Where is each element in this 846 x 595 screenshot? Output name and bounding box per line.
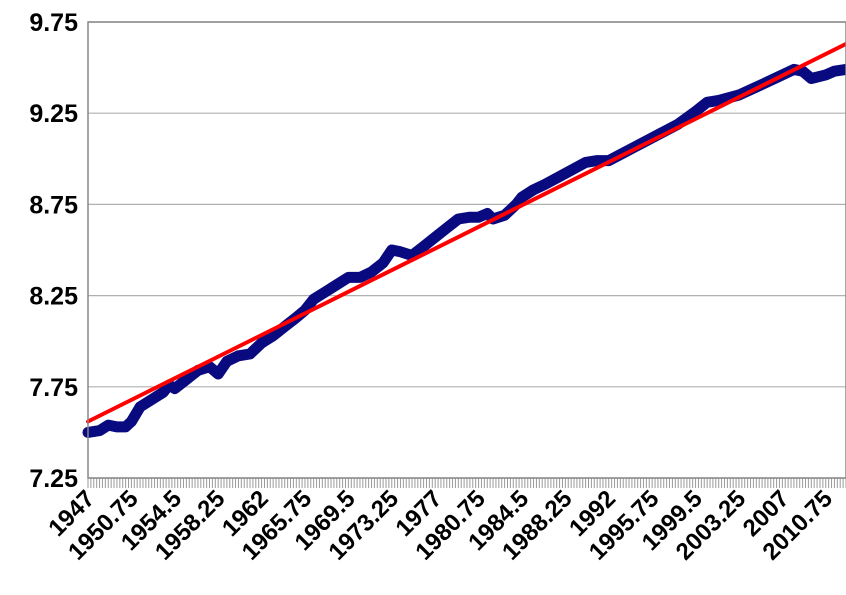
y-tick-label: 9.25	[29, 100, 78, 128]
y-tick-label: 9.75	[29, 9, 78, 37]
y-tick-labels: 7.25 7.75 8.25 8.75 9.25 9.75	[29, 9, 78, 493]
x-tick-labels: 19471950.751954.51958.2519621965.751969.…	[43, 485, 838, 565]
grid-lines	[88, 21, 846, 479]
data-series-line	[82, 63, 846, 438]
trend-line	[86, 41, 846, 424]
y-tick-label: 7.25	[29, 465, 78, 493]
plot-frame	[87, 21, 846, 479]
series-layer	[82, 41, 846, 438]
y-tick-label: 8.75	[29, 191, 78, 219]
y-tick-label: 8.25	[29, 283, 78, 311]
y-tick-label: 7.75	[29, 374, 78, 402]
x-minor-ticks	[87, 478, 846, 488]
